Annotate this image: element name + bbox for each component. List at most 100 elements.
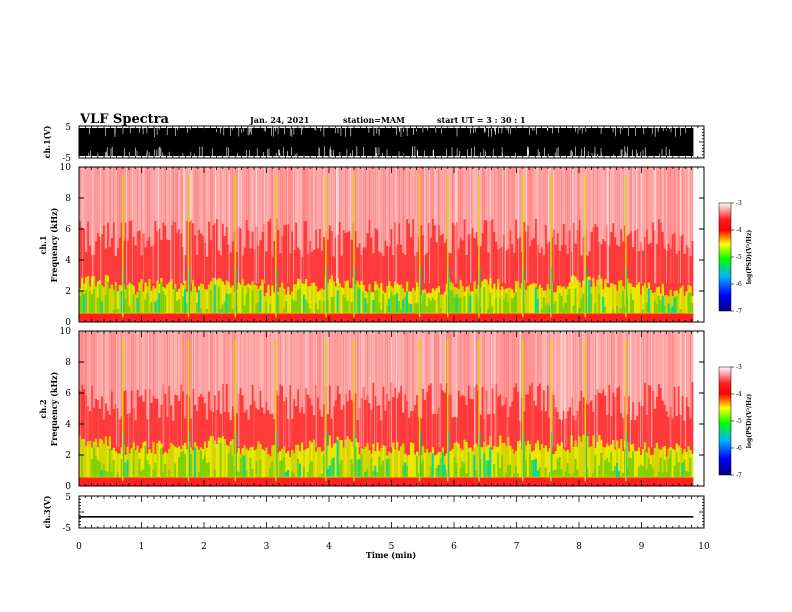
spectrogram-cell (318, 447, 322, 479)
spectrogram-cell (552, 304, 555, 313)
spectrogram-cell (174, 463, 177, 477)
spectrogram-cell (495, 446, 498, 479)
spectrogram-cell (443, 477, 446, 486)
spectrogram-cell (273, 167, 276, 242)
spectrogram-cell (398, 450, 401, 479)
spectrogram-cell (164, 331, 167, 394)
spectrogram-cell (429, 167, 433, 238)
spectrogram-cell (516, 313, 520, 322)
spectrogram-cell (98, 331, 102, 409)
spectrogram-cell (413, 290, 417, 315)
spectrogram-cell (441, 167, 444, 234)
spectrogram-cell (302, 294, 306, 313)
spectrogram-cell (475, 443, 478, 479)
spectrogram-cell (516, 477, 520, 486)
spectrogram-cell (304, 299, 308, 313)
spectrogram-cell (441, 313, 444, 322)
spectrogram-cell (588, 313, 591, 322)
spectrogram-cell (659, 167, 662, 223)
spectrogram-cell (592, 331, 595, 412)
spectrogram-cell (154, 477, 157, 486)
spectrogram-cell (530, 477, 534, 486)
spectrogram-cell (447, 313, 450, 322)
spectrogram-cell (667, 477, 670, 486)
spectrogram-cell (602, 477, 605, 486)
spectrogram-cell (643, 313, 647, 322)
spectrogram-cell (310, 167, 314, 252)
spectrogram-cell (566, 331, 569, 412)
spectrogram-cell (225, 445, 228, 479)
spectrogram-cell (142, 442, 145, 479)
spectrogram-cell (610, 167, 613, 232)
spectrogram-cell (513, 477, 516, 486)
spectrogram-cell (635, 331, 639, 416)
spectrogram-cell (316, 167, 320, 249)
spectrogram-cell (409, 304, 413, 313)
spectrogram-cell (130, 284, 133, 315)
spectrogram-cell (112, 167, 115, 223)
spectrogram-cell (580, 331, 583, 392)
spectrogram-cell (497, 452, 500, 477)
spectrogram-cell (415, 282, 419, 315)
spectrogram-cell (503, 442, 506, 479)
colorbar-tick-label: -6 (736, 445, 742, 452)
spectrogram-cell (659, 457, 662, 477)
spectrogram-cell (477, 313, 480, 322)
spectrogram-cell (318, 313, 322, 322)
spectrogram-cell (552, 313, 555, 322)
spectrogram-cell (631, 313, 635, 322)
spectrogram-cell (627, 477, 631, 486)
spectrogram-cell (146, 167, 149, 241)
spectrogram-cell (100, 439, 104, 479)
spectrogram-cell (633, 331, 637, 421)
spectrogram-cell (108, 288, 112, 315)
spectrogram-cell (199, 331, 203, 395)
spectrogram-cell (90, 313, 94, 322)
spectrogram-cell (120, 167, 123, 223)
spectrogram-cell (645, 331, 649, 415)
spectrogram-cell (354, 167, 357, 232)
spectrogram-cell (618, 313, 621, 322)
spectrogram-cell (354, 477, 357, 486)
spectrogram-cell (423, 477, 427, 486)
spectrogram-cell (665, 456, 668, 479)
spectrogram-cell (390, 291, 393, 313)
spectrogram-cell (154, 288, 157, 315)
spectrogram-cell (348, 167, 351, 232)
spectrogram-cell (215, 443, 219, 479)
spectrogram-cell (271, 285, 274, 315)
spectrogram-cell (338, 283, 341, 315)
spectrogram-cell (657, 295, 660, 313)
spectrogram-cell (503, 313, 506, 322)
spectrogram-cell (308, 286, 312, 315)
spectrogram-cell (578, 282, 581, 315)
spectrogram-cell (669, 289, 672, 315)
spectrogram-cell (146, 460, 149, 477)
spectrogram-cell (423, 452, 427, 479)
spectrogram-cell (604, 460, 607, 477)
ch3-ytick-top: 5 (65, 493, 71, 503)
spectrogram-cell (126, 477, 129, 486)
spectrogram-cell (370, 458, 373, 477)
spectrogram-cell (398, 167, 401, 224)
spectrogram-cell (620, 167, 623, 230)
spectrogram-cell (82, 477, 86, 486)
spectrogram-cell (556, 285, 559, 315)
spectrogram-cell (231, 313, 234, 322)
spectrogram-cell (172, 289, 175, 315)
spectrogram-cell (346, 436, 349, 479)
spectrogram-cell (114, 285, 117, 313)
spectrogram-cell (594, 286, 597, 315)
spectrogram-cell (346, 331, 349, 402)
spectrogram-cell (497, 477, 500, 486)
spectrogram-cell (655, 331, 658, 397)
spectrogram-ytick-label: 10 (60, 163, 72, 173)
spectrogram-cell (625, 313, 629, 322)
spectrogram-cell (213, 313, 217, 322)
ch1-waveform-ylabel: ch.1(V) (42, 125, 52, 158)
spectrogram-cell (505, 167, 508, 251)
spectrogram-cell (330, 297, 333, 313)
spectrogram-cell (326, 300, 330, 313)
spectrogram-cell (540, 167, 544, 248)
spectrogram-cell (653, 477, 657, 486)
